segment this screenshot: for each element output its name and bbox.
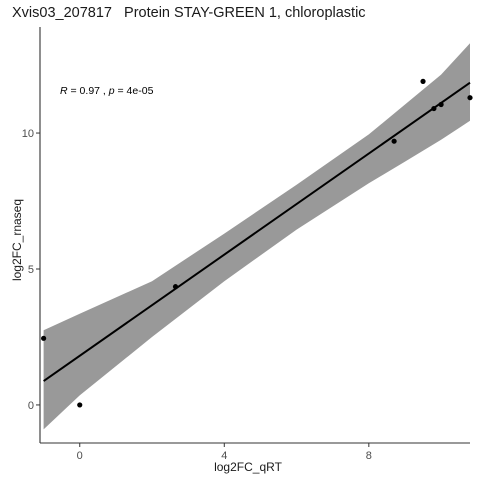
data-point-0 [41, 335, 47, 341]
x-axis-ticks: 0 4 8 [77, 443, 372, 462]
data-point-7 [467, 95, 473, 101]
x-tick-label: 0 [77, 450, 83, 462]
data-point-3 [391, 138, 397, 144]
regression-line [43, 81, 471, 382]
y-axis-label: log2FC_rnaseq [10, 198, 24, 282]
data-point-6 [438, 101, 444, 108]
r-label: R [60, 85, 68, 97]
y-axis-ticks: 0 5 10 [22, 128, 40, 412]
x-axis-label: log2FC_qRT [214, 460, 282, 474]
p-label: p [108, 85, 115, 97]
y-tick-label: 0 [28, 400, 34, 412]
correlation-annotation: R = 0.97 , p = 4e-05 [60, 85, 154, 97]
data-points [41, 78, 473, 408]
data-point-4 [420, 78, 426, 84]
data-point-5 [431, 105, 437, 112]
p-value: = 4e-05 [115, 85, 154, 97]
data-point-2 [172, 284, 179, 290]
x-tick-label: 8 [366, 450, 372, 462]
chart-title: Xvis03_207817 Protein STAY-GREEN 1, chlo… [12, 5, 366, 21]
confidence-band [43, 43, 470, 430]
data-point-1 [77, 402, 83, 408]
x-tick-label: 4 [221, 450, 227, 462]
y-tick-label: 5 [28, 264, 34, 276]
r-value: = 0.97 , [68, 85, 109, 97]
y-tick-label: 10 [22, 128, 34, 140]
